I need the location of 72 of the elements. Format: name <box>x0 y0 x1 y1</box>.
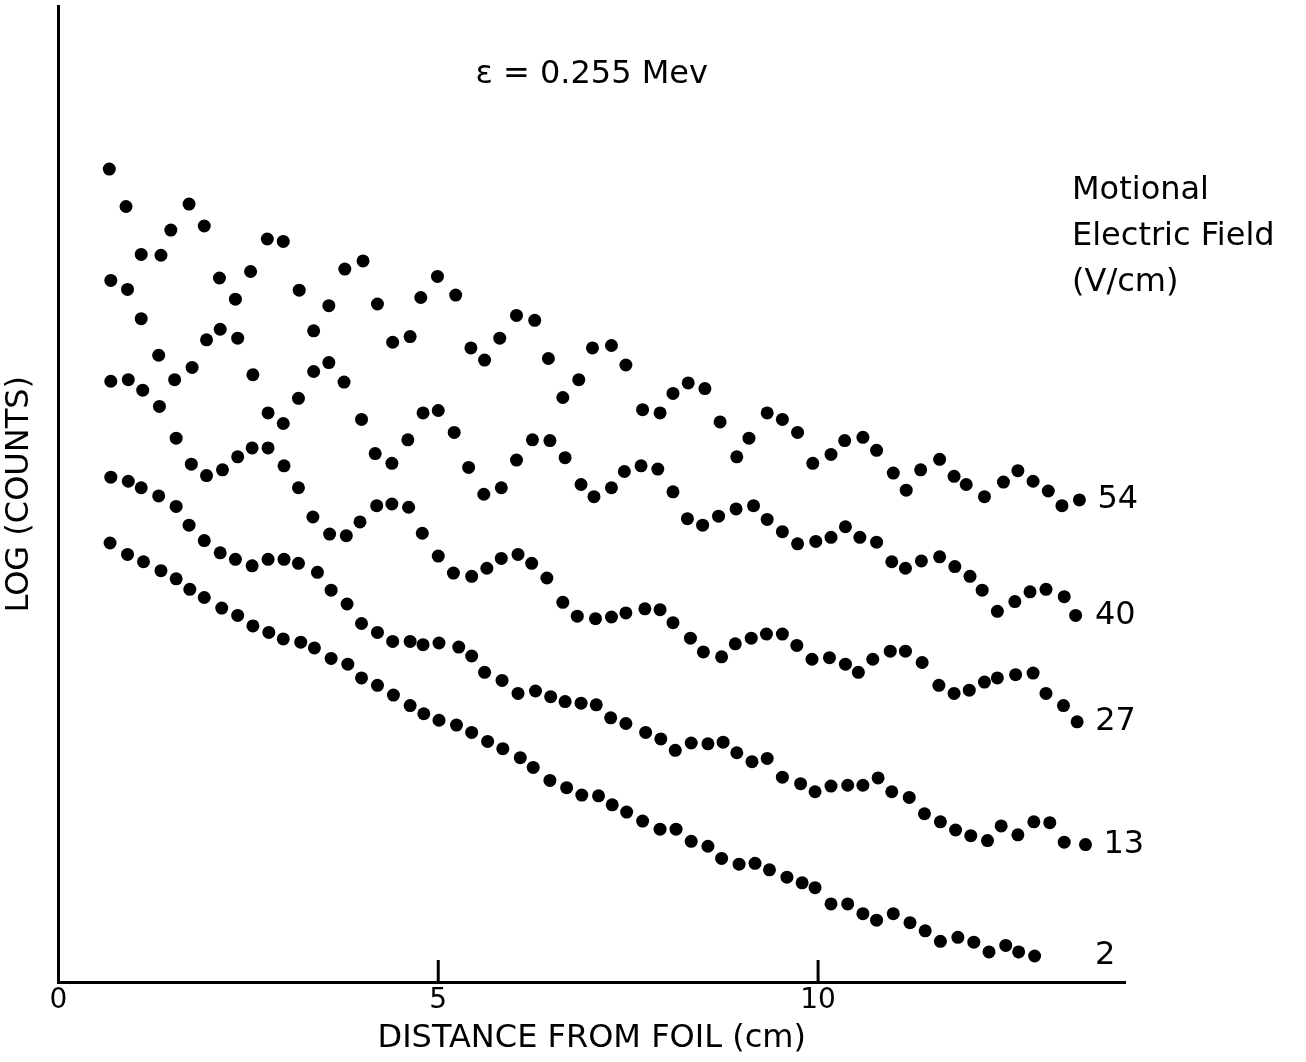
point <box>780 870 794 884</box>
point <box>684 834 698 848</box>
point <box>841 897 855 911</box>
series-label: 40 <box>1095 593 1136 632</box>
point <box>465 725 479 739</box>
point <box>481 734 495 748</box>
point <box>605 798 619 812</box>
point <box>154 564 168 578</box>
legend-title: Motional Electric Field (V/cm) <box>1072 168 1276 301</box>
point <box>701 839 715 853</box>
point <box>762 863 776 877</box>
point <box>543 773 557 787</box>
point <box>808 881 822 895</box>
series-label: 2 <box>1095 934 1116 973</box>
point <box>370 678 384 692</box>
point <box>526 760 540 774</box>
point <box>951 930 965 944</box>
point <box>620 805 634 819</box>
point <box>856 907 870 921</box>
point <box>1012 945 1026 959</box>
point <box>824 897 838 911</box>
point <box>432 713 446 727</box>
point <box>748 856 762 870</box>
y-axis-title: LOG (COUNTS) <box>0 375 36 613</box>
point <box>246 619 260 633</box>
point <box>215 601 229 615</box>
point <box>136 555 150 569</box>
point <box>121 547 135 561</box>
point <box>449 718 463 732</box>
point <box>669 822 683 836</box>
point <box>276 632 290 646</box>
point <box>933 934 947 948</box>
point <box>103 536 117 550</box>
point <box>903 916 917 930</box>
point <box>636 814 650 828</box>
point <box>886 907 900 921</box>
series-label: 54 <box>1097 478 1139 517</box>
point <box>967 935 981 949</box>
point <box>417 707 431 721</box>
point <box>307 641 321 655</box>
point <box>653 822 667 836</box>
series-label: 13 <box>1103 822 1145 861</box>
point <box>999 938 1013 952</box>
point <box>592 789 606 803</box>
point <box>575 788 589 802</box>
x-axis-title: DISTANCE FROM FOIL (cm) <box>377 1017 806 1056</box>
point <box>183 582 197 596</box>
point <box>341 657 355 671</box>
point <box>715 851 729 865</box>
point <box>324 651 338 665</box>
point <box>403 699 417 713</box>
point <box>294 635 308 649</box>
x-tick-label: 5 <box>429 982 448 1016</box>
x-tick-label: 10 <box>800 982 836 1016</box>
point <box>918 924 932 938</box>
point <box>513 751 527 765</box>
point <box>732 857 746 871</box>
x-tick-label: 0 <box>49 982 68 1016</box>
point <box>231 608 245 622</box>
point <box>870 913 884 927</box>
point <box>1028 949 1042 963</box>
point <box>262 625 276 639</box>
point <box>355 671 369 685</box>
point <box>197 590 211 604</box>
point <box>496 742 510 756</box>
point <box>982 945 996 959</box>
point <box>169 572 183 586</box>
point <box>386 688 400 702</box>
point <box>795 876 809 890</box>
chart-title: ε = 0.255 Mev <box>475 52 708 91</box>
series-label: 27 <box>1095 700 1136 739</box>
point <box>560 781 574 795</box>
